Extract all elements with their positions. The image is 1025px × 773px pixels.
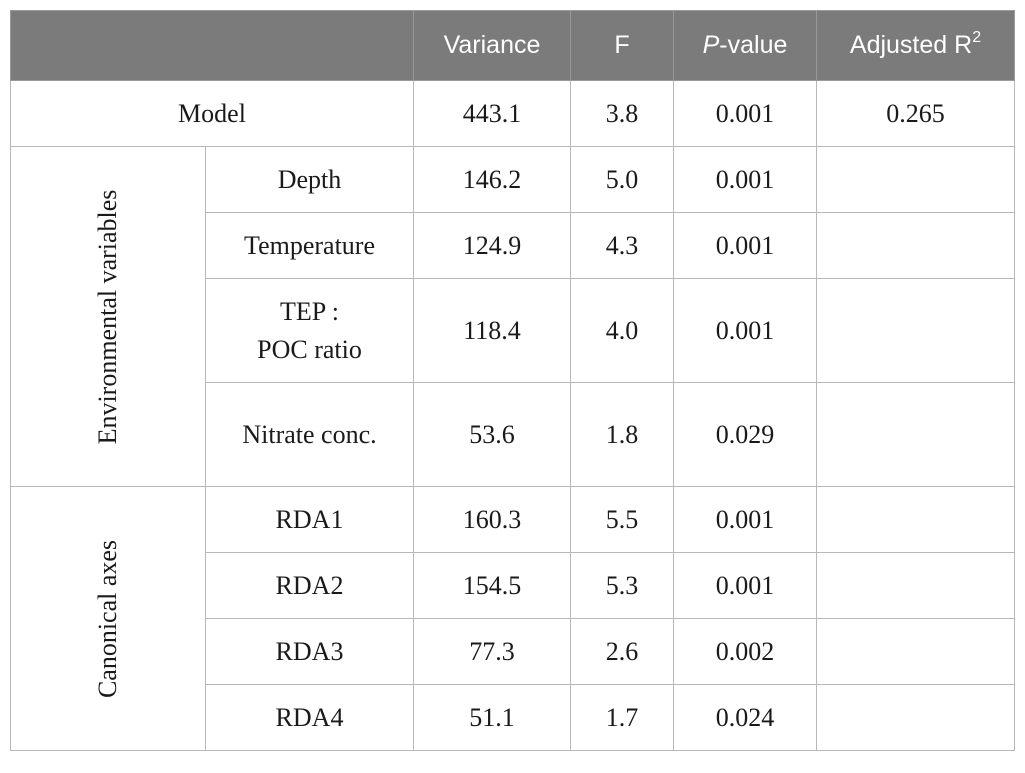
row-f: 4.3 bbox=[570, 212, 674, 279]
model-row: Model 443.1 3.8 0.001 0.265 bbox=[10, 80, 1015, 147]
row-p: 0.001 bbox=[673, 212, 817, 279]
header-empty-cell bbox=[10, 10, 414, 81]
row-adj-r2 bbox=[816, 382, 1015, 487]
row-variance: 118.4 bbox=[413, 278, 571, 383]
row-label: Depth bbox=[205, 146, 414, 213]
header-f: F bbox=[570, 10, 674, 81]
row-adj-r2 bbox=[816, 278, 1015, 383]
row-f: 5.5 bbox=[570, 486, 674, 553]
group-label-cell: Canonical axes bbox=[10, 486, 206, 751]
header-p-value: P-value bbox=[673, 10, 817, 81]
header-adjusted-r2: Adjusted R2 bbox=[816, 10, 1015, 81]
row-f: 1.7 bbox=[570, 684, 674, 751]
row-variance: 160.3 bbox=[413, 486, 571, 553]
row-p: 0.029 bbox=[673, 382, 817, 487]
row-label-line2: POC ratio bbox=[257, 334, 362, 364]
group-label: Canonical axes bbox=[93, 539, 122, 698]
row-adj-r2 bbox=[816, 684, 1015, 751]
row-f: 1.8 bbox=[570, 382, 674, 487]
header-p-italic: P bbox=[702, 31, 720, 59]
table-row: TEP : POC ratio 118.4 4.0 0.001 bbox=[11, 278, 1015, 383]
row-label: RDA2 bbox=[205, 552, 414, 619]
row-label-line1: TEP : bbox=[280, 296, 339, 326]
row-p: 0.024 bbox=[673, 684, 817, 751]
row-f: 5.3 bbox=[570, 552, 674, 619]
row-label: RDA3 bbox=[205, 618, 414, 685]
row-variance: 124.9 bbox=[413, 212, 571, 279]
group-label: Environmental variables bbox=[93, 189, 122, 444]
header-adj-r: Adjusted R bbox=[849, 31, 973, 59]
table-row: RDA3 77.3 2.6 0.002 bbox=[11, 618, 1015, 685]
header-p-rest: -value bbox=[719, 31, 788, 59]
row-p: 0.001 bbox=[673, 278, 817, 383]
row-adj-r2 bbox=[816, 552, 1015, 619]
model-label: Model bbox=[10, 80, 414, 147]
row-p: 0.001 bbox=[673, 552, 817, 619]
row-adj-r2 bbox=[816, 212, 1015, 279]
row-adj-r2 bbox=[816, 618, 1015, 685]
table-row: Nitrate conc. 53.6 1.8 0.029 bbox=[11, 382, 1015, 487]
header-adj-sup: 2 bbox=[972, 29, 982, 46]
row-variance: 146.2 bbox=[413, 146, 571, 213]
row-label: Nitrate conc. bbox=[205, 382, 414, 487]
table-row: Environmental variables Depth 146.2 5.0 … bbox=[10, 146, 1015, 487]
row-f: 2.6 bbox=[570, 618, 674, 685]
row-label: TEP : POC ratio bbox=[205, 278, 414, 383]
row-variance: 53.6 bbox=[413, 382, 571, 487]
row-label: Temperature bbox=[205, 212, 414, 279]
row-adj-r2 bbox=[816, 486, 1015, 553]
rda-results-table: Variance F P-value Adjusted R2 Model 443… bbox=[10, 10, 1015, 751]
row-p: 0.001 bbox=[673, 486, 817, 553]
row-p: 0.001 bbox=[673, 146, 817, 213]
model-p: 0.001 bbox=[673, 80, 817, 147]
row-variance: 51.1 bbox=[413, 684, 571, 751]
header-row: Variance F P-value Adjusted R2 bbox=[10, 10, 1015, 81]
table-row: Canonical axes RDA1 160.3 5.5 0.001 bbox=[10, 486, 1015, 751]
row-variance: 154.5 bbox=[413, 552, 571, 619]
model-variance: 443.1 bbox=[413, 80, 571, 147]
row-label: RDA1 bbox=[205, 486, 414, 553]
row-variance: 77.3 bbox=[413, 618, 571, 685]
row-f: 5.0 bbox=[570, 146, 674, 213]
header-variance: Variance bbox=[413, 10, 571, 81]
table-row: RDA4 51.1 1.7 0.024 bbox=[11, 684, 1015, 751]
row-label: RDA4 bbox=[205, 684, 414, 751]
row-f: 4.0 bbox=[570, 278, 674, 383]
row-p: 0.002 bbox=[673, 618, 817, 685]
group-label-cell: Environmental variables bbox=[10, 146, 206, 487]
row-adj-r2 bbox=[816, 146, 1015, 213]
model-adj-r2: 0.265 bbox=[816, 80, 1015, 147]
model-f: 3.8 bbox=[570, 80, 674, 147]
